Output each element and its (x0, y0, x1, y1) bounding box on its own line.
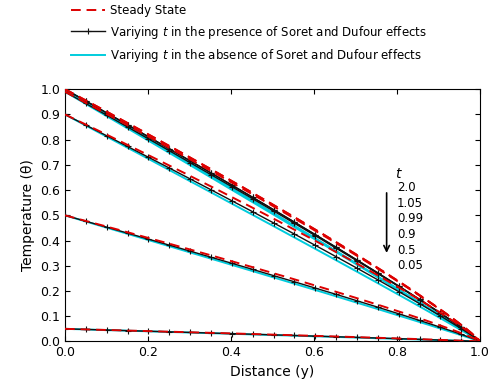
Text: 2.0: 2.0 (397, 181, 415, 194)
Text: 0.9: 0.9 (397, 228, 415, 241)
Legend: Steady State, Variying $t$ in the presence of Soret and Dufour effects, Variying: Steady State, Variying $t$ in the presen… (67, 0, 432, 69)
Text: 1.05: 1.05 (397, 197, 423, 210)
Y-axis label: Temperature (θ): Temperature (θ) (20, 159, 34, 271)
X-axis label: Distance (y): Distance (y) (230, 365, 314, 379)
Text: 0.05: 0.05 (397, 259, 423, 272)
Text: $t$: $t$ (395, 167, 403, 181)
Text: 0.5: 0.5 (397, 244, 415, 256)
Text: 0.99: 0.99 (397, 212, 423, 225)
